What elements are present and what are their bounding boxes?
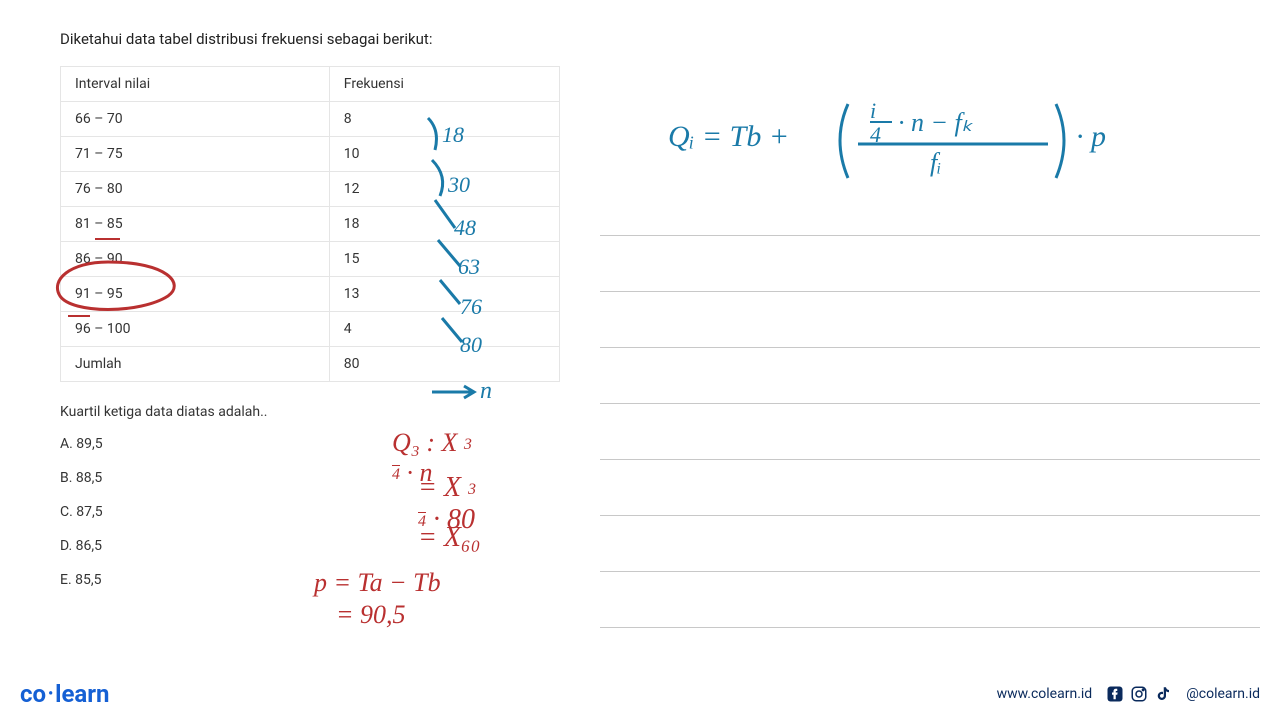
social-icons: [1106, 685, 1172, 703]
hw-cumulative: 63: [458, 254, 480, 280]
table-row: 81 – 8518: [61, 207, 560, 242]
header-interval: Interval nilai: [61, 67, 330, 102]
tiktok-icon: [1154, 685, 1172, 703]
facebook-icon: [1106, 685, 1124, 703]
hw-q3-line3: = X₆₀: [418, 522, 480, 554]
header-frequency: Frekuensi: [329, 67, 559, 102]
hw-cumulative: 76: [460, 294, 482, 320]
hw-formula-denom: fᵢ: [930, 148, 941, 178]
hw-formula-num: 4: [870, 122, 881, 148]
logo: co•learn: [20, 680, 110, 708]
footer: co•learn www.colearn.id @colearn.id: [20, 680, 1260, 708]
hw-n-label: n: [480, 378, 492, 405]
option-b: B. 88,5: [60, 470, 600, 486]
frequency-table: Interval nilai Frekuensi 66 – 708 71 – 7…: [60, 66, 560, 382]
footer-handle: @colearn.id: [1186, 686, 1260, 702]
table-row: 66 – 708: [61, 102, 560, 137]
table-header-row: Interval nilai Frekuensi: [61, 67, 560, 102]
hw-cumulative: 18: [442, 122, 464, 148]
table-row: Jumlah80: [61, 347, 560, 382]
question-text: Kuartil ketiga data diatas adalah..: [60, 404, 600, 420]
left-panel: Diketahui data tabel distribusi frekuens…: [60, 30, 600, 606]
hw-cumulative: 30: [448, 172, 470, 198]
hw-p-line1: p = Ta − Tb: [314, 568, 441, 598]
hw-cumulative: 80: [460, 332, 482, 358]
table-row: 76 – 8012: [61, 172, 560, 207]
hw-cumulative: 48: [454, 215, 476, 241]
option-d: D. 86,5: [60, 538, 600, 554]
prompt-text: Diketahui data tabel distribusi frekuens…: [60, 30, 600, 48]
options-list: A. 89,5 B. 88,5 C. 87,5 D. 86,5 E. 85,5: [60, 436, 600, 588]
hw-formula-qi: Qᵢ = Tb +: [668, 120, 789, 154]
footer-right: www.colearn.id @colearn.id: [997, 685, 1260, 703]
hw-formula-num: · n − fₖ: [898, 108, 973, 138]
table-row: 86 – 9015: [61, 242, 560, 277]
table-row: 91 – 9513: [61, 277, 560, 312]
hw-formula-num: i: [870, 98, 876, 124]
option-a: A. 89,5: [60, 436, 600, 452]
instagram-icon: [1130, 685, 1148, 703]
option-c: C. 87,5: [60, 504, 600, 520]
table-row: 71 – 7510: [61, 137, 560, 172]
hw-formula-p: · p: [1076, 120, 1106, 154]
hw-p-line2: = 90,5: [336, 600, 406, 630]
ruled-lines: [600, 180, 1260, 628]
table-row: 96 – 1004: [61, 312, 560, 347]
footer-url: www.colearn.id: [997, 686, 1093, 702]
